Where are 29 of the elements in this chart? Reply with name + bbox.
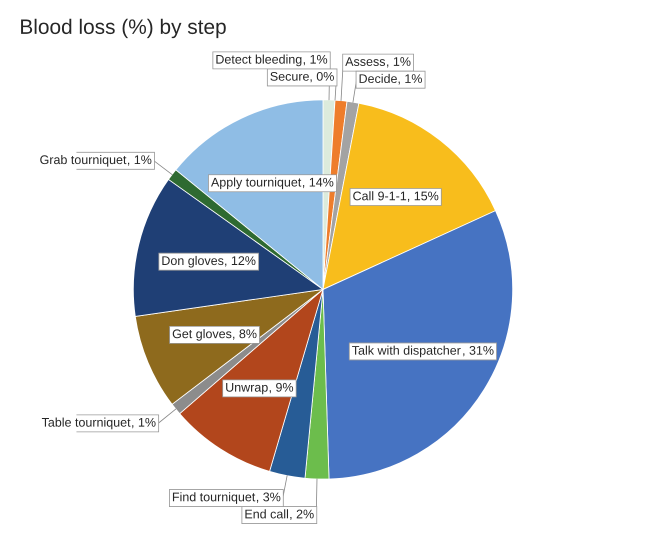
slice-label: Detect bleeding	[216, 54, 302, 66]
data-label: , 1%	[128, 155, 152, 166]
category-label: Secure	[270, 72, 309, 81]
slice-label: End call	[245, 509, 288, 518]
slice-label: Get gloves	[172, 329, 232, 341]
data-label: , 12%	[225, 256, 256, 267]
slice-label: Call 9-1-1	[353, 191, 406, 200]
data-label: , 3%	[256, 492, 280, 503]
data-label: , 1%	[304, 54, 328, 66]
chart-title: Blood loss (%) by step	[21, 18, 226, 38]
slice-label: Find tourniquet	[172, 492, 256, 504]
slice-label: Talk with dispatcher	[352, 346, 461, 358]
slice-label: Apply tourniquet	[210, 177, 302, 190]
data-label: , 2%	[290, 510, 314, 520]
slice-label: Assess	[345, 57, 386, 66]
data-label: , 8%	[233, 329, 257, 340]
data-label: , 31%	[463, 346, 494, 356]
data-label: , 1%	[387, 57, 411, 68]
slice-label: Decide	[360, 74, 397, 84]
data-label: , 1%	[398, 74, 422, 85]
data-label: , 15%	[408, 192, 438, 202]
text: , 0%	[310, 72, 334, 82]
data-label: , 9%	[270, 382, 294, 394]
slice-label: Don gloves	[162, 256, 224, 268]
slice-label: Table tourniquet	[42, 418, 130, 430]
data-label: , 1%	[132, 418, 156, 428]
data-label: , 14%	[302, 178, 334, 188]
slice-label: Unwrap	[226, 382, 268, 394]
slice-label: Grab tourniquet	[40, 154, 126, 167]
